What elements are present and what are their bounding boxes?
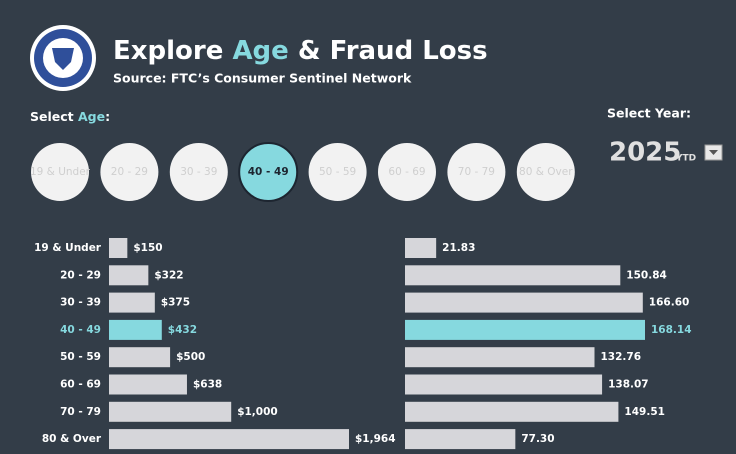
bar[interactable] xyxy=(109,319,162,340)
value-label: $1,964 xyxy=(355,433,396,445)
value-label: $500 xyxy=(176,351,205,363)
age-button-label[interactable]: 70 - 79 xyxy=(458,166,495,178)
age-button[interactable] xyxy=(31,143,89,201)
bar[interactable] xyxy=(405,374,603,395)
age-button[interactable] xyxy=(238,142,299,202)
age-button-label[interactable]: 20 - 29 xyxy=(111,166,148,178)
bar[interactable] xyxy=(405,401,619,422)
age-button[interactable] xyxy=(308,143,367,201)
value-label: $638 xyxy=(193,379,222,391)
logo-shield xyxy=(52,48,74,70)
category-label: 30 - 39 xyxy=(60,297,101,309)
age-buttons: 19 & Under 20 - 29 30 - 39 40 - 49 50 - 59 60… xyxy=(30,142,575,202)
value-label: $375 xyxy=(161,297,190,309)
bar[interactable] xyxy=(109,238,128,258)
age-button-label[interactable]: 19 & Under xyxy=(30,166,91,178)
age-label-part: : xyxy=(105,109,110,124)
category-label: 40 - 49 xyxy=(60,324,101,336)
value-label: 21.83 xyxy=(442,242,475,254)
category-label: 20 - 29 xyxy=(60,269,101,281)
age-button-label[interactable]: 50 - 59 xyxy=(319,166,356,178)
age-button-label[interactable]: 30 - 39 xyxy=(180,166,217,178)
bar[interactable] xyxy=(405,265,621,286)
category-label: 70 - 79 xyxy=(60,406,101,418)
bar[interactable] xyxy=(109,347,171,368)
bar[interactable] xyxy=(405,238,437,258)
bar[interactable] xyxy=(405,292,643,313)
value-label: $150 xyxy=(133,242,162,254)
charts: 19 & Under $150 20 - 29 $322 30 - 39 $375 40 -… xyxy=(34,238,692,450)
age-button[interactable] xyxy=(378,143,436,201)
logo xyxy=(30,25,96,91)
bar[interactable] xyxy=(405,347,595,368)
age-button-label[interactable]: 60 - 69 xyxy=(388,166,425,178)
category-label: 19 & Under xyxy=(34,242,102,254)
subtitle: Source: FTC’s Consumer Sentinel Network xyxy=(113,71,412,86)
year-suffix: YTD xyxy=(675,154,696,164)
age-button-label[interactable]: 80 & Over xyxy=(519,166,573,178)
bar[interactable] xyxy=(109,429,349,450)
value-label: 132.76 xyxy=(600,351,641,363)
dropdown-arrow xyxy=(709,150,718,155)
bar[interactable] xyxy=(109,401,232,422)
bar[interactable] xyxy=(109,292,155,313)
value-label: 138.07 xyxy=(608,379,649,391)
year-value[interactable]: 2025 xyxy=(609,138,681,168)
year-selector-label: Select Year: xyxy=(607,106,691,121)
age-button[interactable] xyxy=(516,143,575,201)
age-button[interactable] xyxy=(447,143,506,201)
bar[interactable] xyxy=(405,319,645,340)
value-label: 149.51 xyxy=(624,406,665,418)
value-label: $322 xyxy=(154,269,183,281)
age-label-part: Select xyxy=(30,109,78,124)
age-button[interactable] xyxy=(100,143,159,201)
value-label: 166.60 xyxy=(649,297,690,309)
category-label: 50 - 59 xyxy=(60,351,101,363)
value-label: $1,000 xyxy=(237,406,278,418)
value-label: $432 xyxy=(168,324,197,336)
bar[interactable] xyxy=(109,374,187,395)
bar[interactable] xyxy=(109,265,149,286)
value-label: 168.14 xyxy=(651,324,692,336)
age-selector-label: Select Age: xyxy=(30,109,110,124)
title-part: & Fraud Loss xyxy=(289,36,488,66)
title: Explore Age & Fraud Loss xyxy=(113,36,488,66)
age-label-part: Age xyxy=(78,109,105,124)
category-label: 60 - 69 xyxy=(60,379,101,391)
title-part: Explore xyxy=(113,36,232,66)
category-label: 80 & Over xyxy=(42,433,102,445)
bar[interactable] xyxy=(405,429,516,450)
value-label: 150.84 xyxy=(626,269,667,281)
age-button[interactable] xyxy=(169,143,228,201)
title-part: Age xyxy=(232,36,288,66)
value-label: 77.30 xyxy=(521,433,554,445)
age-button-label[interactable]: 40 - 49 xyxy=(248,166,289,178)
